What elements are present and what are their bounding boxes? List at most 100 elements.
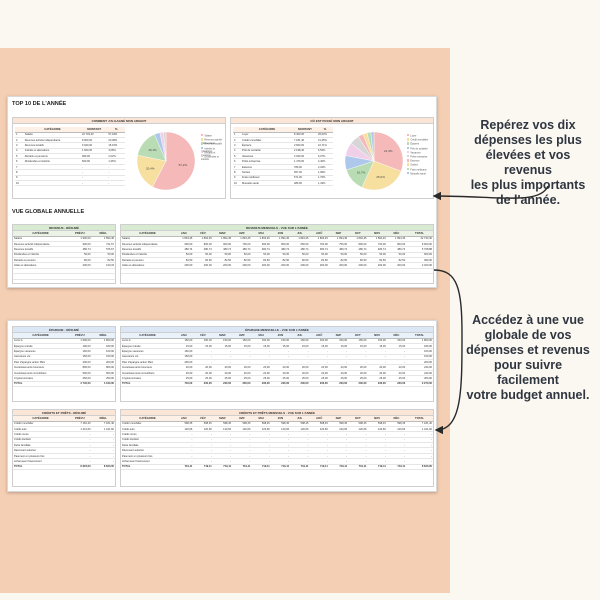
table-cell: Assurance vie bbox=[13, 354, 69, 361]
table-cell: 480,74 bbox=[68, 246, 92, 253]
table-cell bbox=[23, 169, 81, 176]
table-cell: - bbox=[107, 180, 125, 187]
table-cell: 8 623,00 bbox=[91, 463, 115, 471]
table-row: Dividendes et intérêts 50,00 50,00 bbox=[13, 252, 115, 259]
table-cell: 3 bbox=[233, 142, 241, 149]
table-row: Paiement en plusieurs fois - - - - - - - - - - - - - bbox=[121, 453, 433, 460]
table-cell: 200,00 bbox=[174, 359, 194, 366]
table-cell: 480,74 bbox=[212, 246, 233, 253]
table-cell: - bbox=[386, 431, 407, 438]
table-cell: - bbox=[174, 431, 194, 438]
legend-swatch bbox=[407, 142, 410, 145]
table-cell: 150,00 bbox=[174, 354, 194, 361]
table-cell: 150,00 bbox=[193, 338, 213, 344]
table-cell: Aides et allocations bbox=[121, 262, 175, 269]
table-cell: 2 400,00 bbox=[406, 262, 433, 269]
table-row: 3 Épicerie 3 600,00 10,71% bbox=[233, 142, 333, 149]
table-cell: 120,66 bbox=[367, 426, 387, 433]
table-cell: Crédit étudiant bbox=[13, 437, 69, 444]
table-cell: - bbox=[251, 348, 271, 355]
pie-slice bbox=[152, 131, 196, 191]
table-cell: 120,66 bbox=[309, 426, 329, 433]
table-cell bbox=[91, 268, 115, 275]
table-cell: - bbox=[290, 348, 310, 355]
table-row: Découvert autorisé - - bbox=[13, 447, 115, 454]
table-row: 10 Mutuelle santé 480,00 1,43% bbox=[233, 180, 333, 187]
table-row: Dette familiale - - bbox=[13, 442, 115, 449]
table-cell: 20,00 bbox=[193, 364, 213, 371]
table-row: 1 Loyer 8 400,00 25,03% bbox=[233, 132, 333, 138]
table-cell: 480,74 bbox=[290, 246, 310, 253]
legend-swatch bbox=[201, 134, 204, 137]
table-cell: 1 441,60 bbox=[406, 426, 433, 433]
table-cell: 230,00 bbox=[309, 380, 329, 388]
table-cell: 6 920,00 bbox=[81, 142, 108, 149]
table-cell: Vacances bbox=[241, 153, 293, 160]
table-cell: 20,00 bbox=[270, 370, 291, 377]
callout-bottom-line: Accédez à une vue bbox=[472, 313, 584, 327]
table-cell: 150,00 bbox=[251, 338, 271, 344]
column-header: NOV bbox=[367, 416, 387, 422]
column-header: % bbox=[107, 127, 125, 133]
table-cell: Paiement en plusieurs fois bbox=[13, 453, 69, 460]
table-cell: - bbox=[367, 453, 387, 460]
table-cell: 598,45 bbox=[367, 421, 387, 427]
table-cell: Dette familiale bbox=[13, 442, 69, 449]
table-cell: 900,00 bbox=[212, 241, 233, 248]
table-cell: 150,00 bbox=[406, 354, 433, 361]
column-header: AVR bbox=[232, 231, 252, 237]
table-cell: 10 bbox=[15, 180, 24, 187]
table-row: Revenus locatifs 480,74 576,67 bbox=[13, 246, 115, 253]
table-cell: - bbox=[251, 447, 271, 454]
legend-label: Prêt de scolarité bbox=[410, 146, 428, 150]
column-header: RÉEL bbox=[91, 416, 115, 422]
table-cell: Épicerie bbox=[241, 142, 293, 149]
loans-summary-header: CRÉDITS ET PRÊTS - RÉSUMÉ bbox=[13, 410, 115, 416]
table-cell: - bbox=[386, 447, 407, 454]
table-row: Aides et allocations 200,00 133,33 bbox=[13, 262, 115, 269]
pie-slice-label: 57,2% bbox=[179, 163, 188, 167]
table-cell: Sorties bbox=[241, 169, 293, 176]
table-cell: - bbox=[193, 359, 213, 366]
table-cell: 20,00 bbox=[309, 370, 329, 377]
table-row: 5 Retraits et pensions 990,00 2,02% bbox=[15, 153, 125, 160]
table-cell: - bbox=[193, 354, 213, 361]
table-cell: 750,00 bbox=[328, 241, 349, 248]
income-summary-card: REVENUS - RÉSUMÉ CATÉGORIE PRÉVU RÉEL Salai… bbox=[12, 224, 116, 284]
table-cell: Épargne vacances bbox=[13, 348, 69, 355]
table-cell: - bbox=[91, 453, 115, 460]
total-row: TOTAL 719,11 719,11 719,11 719,11 719,11 719,1… bbox=[121, 463, 433, 471]
table-cell: 50,00 bbox=[232, 252, 252, 259]
table-row: Paiement en plusieurs fois - - bbox=[13, 453, 115, 460]
column-header: FÉV bbox=[193, 416, 213, 422]
table-row: Assurance vie 150,00 150,00 bbox=[13, 354, 115, 361]
table-cell: 480,74 bbox=[348, 246, 368, 253]
table-cell: 598,45 bbox=[309, 421, 329, 427]
expense-card-header: OÙ EST PASSÉ MON ARGENT bbox=[231, 118, 433, 124]
income-summary-header: REVENUS - RÉSUMÉ bbox=[13, 225, 115, 231]
table-cell: 120,66 bbox=[348, 426, 368, 433]
pie-slice bbox=[163, 131, 167, 162]
table-cell: 8 900,00 bbox=[81, 137, 108, 144]
column-header bbox=[233, 127, 241, 133]
table-cell: - bbox=[251, 359, 271, 366]
table-cell: - bbox=[348, 437, 368, 444]
table-cell: 20,00 bbox=[348, 370, 368, 377]
legend-swatch bbox=[407, 167, 410, 170]
table-cell: - bbox=[328, 442, 349, 449]
table-cell: Crédit auto bbox=[121, 426, 175, 433]
table-cell: - bbox=[251, 431, 271, 438]
table-row: Découvert autorisé - - - - - - - - - - - - - bbox=[121, 447, 433, 454]
table-cell: 598,45 bbox=[290, 421, 310, 427]
legend-swatch bbox=[201, 155, 204, 158]
table-row: 5 Vacances 2 040,00 6,07% bbox=[233, 153, 333, 160]
table-cell: - bbox=[367, 354, 387, 361]
callout-bottom-line: globale de vos bbox=[484, 328, 572, 342]
table-row: Investissements boursiers 20,00 20,00 20,00… bbox=[121, 364, 433, 371]
table-cell: 1,96% bbox=[317, 169, 333, 176]
table-cell bbox=[174, 268, 194, 275]
table-cell: 480,74 bbox=[193, 246, 213, 253]
table-row: Salaire 1 894,45 1 894,45 1 894,45 1 894,45 1… bbox=[121, 236, 433, 242]
table-cell: 20,00 bbox=[232, 370, 252, 377]
table-cell: 15,00 bbox=[232, 343, 252, 350]
